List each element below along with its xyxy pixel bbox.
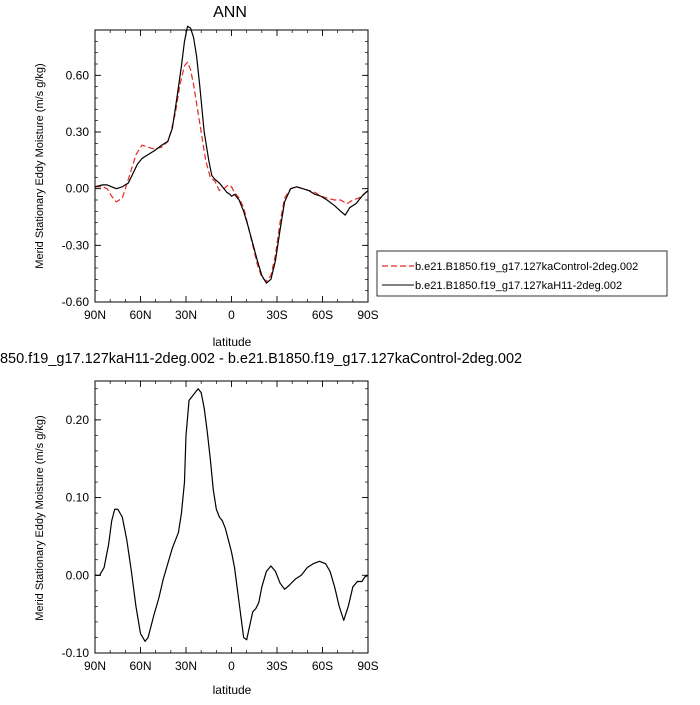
top-plot-frame bbox=[94, 29, 369, 303]
bottom-xtick-label: 30S bbox=[266, 659, 287, 673]
legend-box bbox=[376, 250, 668, 297]
bottom-ticks: 90N 60N 30N 0 30S 60S 90S -0.10 0.00 0.10 0.20 bbox=[62, 381, 379, 673]
top-xtick-label: 90N bbox=[84, 308, 106, 322]
bottom-xtick-label: 90S bbox=[357, 659, 378, 673]
bottom-xtick-label: 0 bbox=[228, 659, 235, 673]
top-xtick-label: 30N bbox=[175, 308, 197, 322]
top-series-line-1 bbox=[94, 25, 369, 284]
bottom-ytick-label: 0.00 bbox=[66, 568, 90, 582]
top-lines bbox=[94, 25, 369, 284]
bottom-xtick-label: 90N bbox=[84, 659, 106, 673]
top-ytick-label: 0.30 bbox=[66, 125, 90, 139]
top-xtick-label: 60N bbox=[129, 308, 151, 322]
top-ytick-label: 0.00 bbox=[66, 182, 90, 196]
legend: b.e21.B1850.f19_g17.127kaControl-2deg.00… bbox=[376, 250, 668, 297]
top-ytick-label: -0.30 bbox=[62, 238, 90, 252]
bottom-title: b.e21.B1850.f19_g17.127kaH11-2deg.002 - … bbox=[0, 351, 522, 367]
top-panel: ANN Merid Stationary Eddy Moisture (m/s … bbox=[34, 4, 668, 349]
bottom-ytick-label: -0.10 bbox=[62, 646, 90, 660]
bottom-series-line-0 bbox=[95, 388, 369, 642]
top-ylabel: Merid Stationary Eddy Moisture (m/s g/kg… bbox=[34, 63, 46, 268]
top-xtick-label: 60S bbox=[312, 308, 333, 322]
bottom-xtick-label: 60N bbox=[129, 659, 151, 673]
top-ticks: 90N 60N 30N 0 30S 60S 90S -0.60 -0.30 0.00 0.30 0.6… bbox=[62, 29, 379, 322]
top-xtick-label: 0 bbox=[228, 308, 235, 322]
top-xtick-label: 30S bbox=[266, 308, 287, 322]
bottom-ytick-label: 0.10 bbox=[66, 491, 90, 505]
top-ytick-label: 0.60 bbox=[66, 68, 90, 82]
top-xlabel: latitude bbox=[213, 335, 252, 349]
bottom-lines bbox=[95, 388, 369, 642]
top-xtick-label: 90S bbox=[357, 308, 378, 322]
bottom-xtick-label: 60S bbox=[312, 659, 333, 673]
bottom-xtick-label: 30N bbox=[175, 659, 197, 673]
bottom-ytick-label: 0.20 bbox=[66, 413, 90, 427]
top-series-line-0 bbox=[95, 61, 369, 282]
bottom-plot-frame bbox=[94, 380, 369, 654]
bottom-panel: b.e21.B1850.f19_g17.127kaH11-2deg.002 - … bbox=[0, 351, 522, 697]
bottom-xlabel: latitude bbox=[213, 683, 252, 697]
legend-label-control: b.e21.B1850.f19_g17.127kaControl-2deg.00… bbox=[415, 261, 638, 273]
legend-label-h11: b.e21.B1850.f19_g17.127kaH11-2deg.002 bbox=[415, 280, 622, 292]
top-ytick-label: -0.60 bbox=[62, 295, 90, 309]
top-title: ANN bbox=[213, 4, 247, 21]
bottom-ylabel: Merid Stationary Eddy Moisture (m/s g/kg… bbox=[34, 415, 46, 620]
